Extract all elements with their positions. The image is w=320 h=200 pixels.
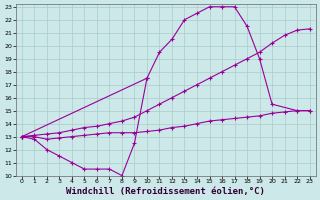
- X-axis label: Windchill (Refroidissement éolien,°C): Windchill (Refroidissement éolien,°C): [66, 187, 265, 196]
